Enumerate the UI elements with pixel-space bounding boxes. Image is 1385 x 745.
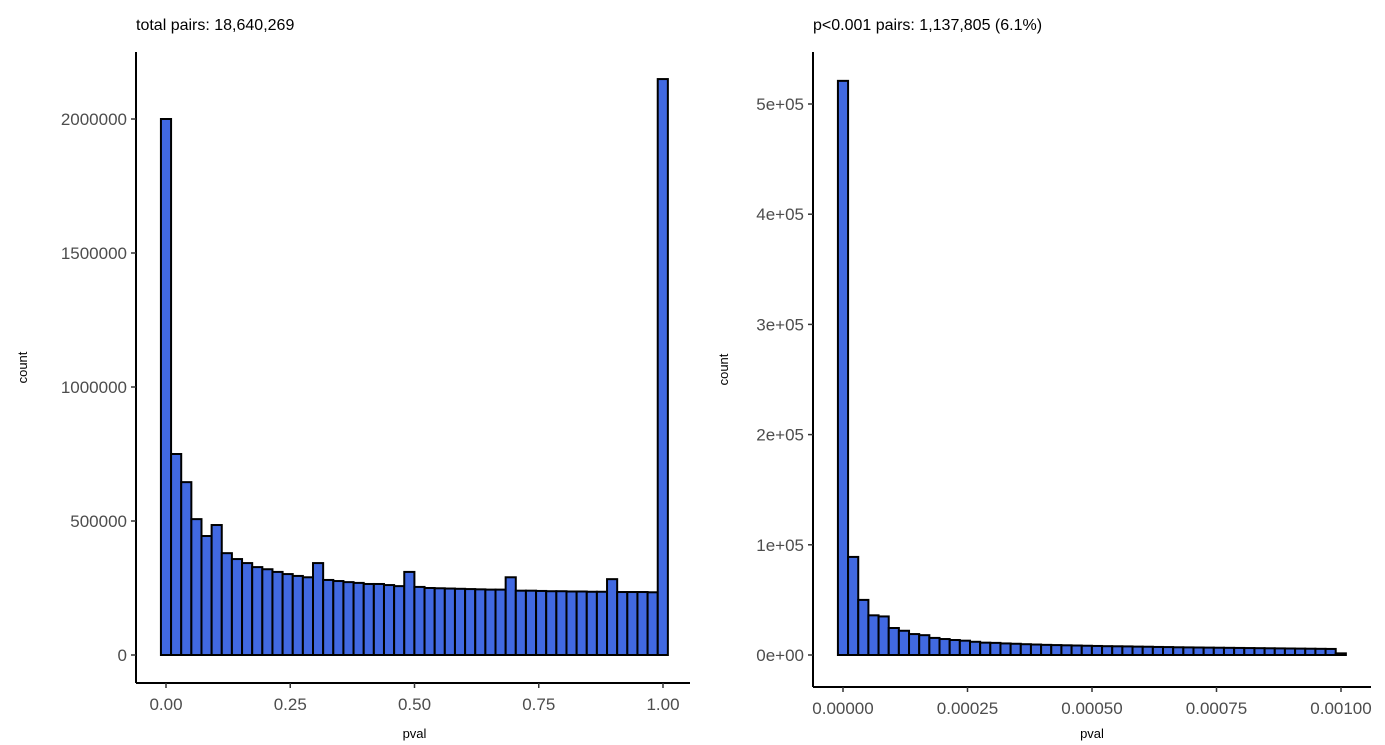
histogram-bar: [656, 78, 669, 657]
x-tick-label: 0.75: [522, 695, 555, 714]
histogram-bar: [1101, 645, 1114, 657]
histogram-bar: [1080, 644, 1093, 657]
histogram-bar: [1060, 644, 1073, 657]
x-tick-label: 1.00: [646, 695, 679, 714]
histogram-bar: [1090, 644, 1104, 657]
histogram-bar: [1222, 646, 1236, 656]
histogram-bar: [877, 615, 890, 656]
y-tick-label: 1500000: [61, 244, 127, 263]
histogram-bar: [1040, 643, 1053, 656]
histogram-bar: [1212, 646, 1225, 657]
histogram-bar: [1273, 647, 1286, 657]
histogram-bar: [857, 598, 870, 657]
histogram-bar: [1253, 647, 1266, 657]
y-tick-label: 4e+05: [756, 205, 804, 224]
histogram-bar: [836, 79, 850, 657]
y-tick-label: 0: [118, 646, 127, 665]
histogram-bar: [1141, 645, 1154, 656]
x-tick-label: 0.00025: [937, 699, 998, 718]
histogram-bar: [1304, 647, 1317, 657]
histogram-bar: [1172, 646, 1185, 657]
histogram-bar: [897, 629, 911, 656]
histogram-bar: [1050, 644, 1063, 656]
y-tick-label: 2000000: [61, 110, 127, 129]
histogram-bar: [1243, 647, 1256, 656]
x-tick-label: 0.00050: [1061, 699, 1122, 718]
histogram-bar: [1009, 642, 1022, 656]
histogram-bar: [1019, 643, 1032, 656]
histogram-bar: [908, 633, 921, 657]
histogram-bar: [968, 640, 982, 657]
left-histogram: 0 500000 1000000 1500000 2000000 0.00 0.25 0.50…: [15, 52, 690, 741]
histogram-bar: [989, 641, 1002, 656]
y-tick-label: 5e+05: [756, 95, 804, 114]
histogram-bar: [1202, 646, 1215, 656]
histogram-bar: [928, 636, 941, 657]
y-tick-label: 3e+05: [756, 315, 804, 334]
x-tick-label: 0.00075: [1186, 699, 1247, 718]
histogram-bar: [1162, 646, 1175, 657]
histogram-bar: [1192, 646, 1205, 657]
x-tick-label: 0.00100: [1310, 699, 1371, 718]
y-tick-label: 2e+05: [756, 426, 804, 445]
histogram-bar: [938, 638, 951, 656]
histogram-bar: [867, 614, 880, 657]
histogram-bar: [999, 642, 1012, 657]
histogram-bar: [1334, 652, 1347, 656]
y-axis-title: count: [15, 351, 30, 383]
histogram-bar: [1314, 647, 1327, 656]
x-tick-label: 0.00000: [812, 699, 873, 718]
x-axis-title: pval: [1080, 726, 1104, 741]
histogram-bar: [1121, 645, 1134, 657]
y-tick-label: 500000: [70, 512, 127, 531]
histogram-bar: [1111, 645, 1124, 656]
y-tick-label: 1000000: [61, 378, 127, 397]
histogram-bar: [1263, 647, 1276, 656]
histogram-bar: [1233, 646, 1246, 657]
y-tick-label: 1e+05: [756, 536, 804, 555]
x-tick-label: 0.25: [274, 695, 307, 714]
histogram-bar: [847, 555, 860, 656]
histogram-bar: [1131, 645, 1144, 657]
histogram-bar: [1070, 644, 1083, 657]
left-plot-title: total pairs: 18,640,269: [136, 17, 295, 34]
histogram-bar: [1182, 646, 1195, 656]
histogram-bar: [1151, 645, 1165, 656]
x-axis-title: pval: [403, 726, 427, 741]
histogram-bar: [1294, 647, 1307, 656]
y-axis-title: count: [716, 353, 731, 385]
histogram-bar: [1029, 643, 1043, 657]
histogram-bar: [979, 641, 992, 656]
left-histogram-panel: total pairs: 18,640,269 0 500000 1000000 15…: [15, 17, 690, 741]
histogram-bar: [948, 639, 961, 657]
histogram-bar: [918, 634, 931, 657]
x-tick-label: 0.50: [398, 695, 431, 714]
histogram-bar: [159, 118, 173, 656]
histogram-bar: [958, 639, 971, 657]
histogram-bar: [887, 627, 900, 656]
histogram-bar: [1324, 647, 1337, 657]
histogram-bar: [1283, 647, 1297, 657]
right-plot-title: p<0.001 pairs: 1,137,805 (6.1%): [813, 17, 1043, 34]
y-tick-label: 0e+00: [756, 646, 804, 665]
x-tick-label: 0.00: [149, 695, 182, 714]
